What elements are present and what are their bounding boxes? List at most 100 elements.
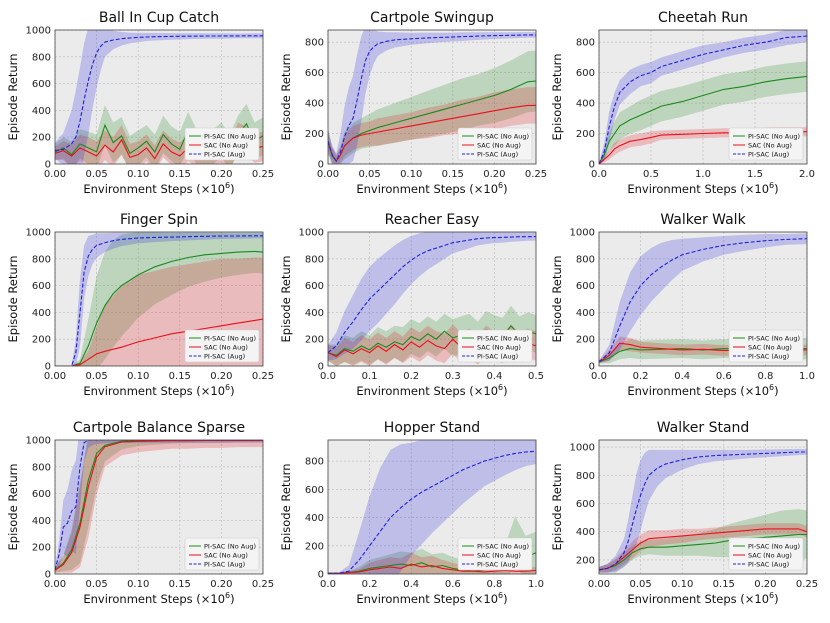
series-line-3 (599, 238, 807, 363)
series-band-3 (328, 232, 536, 361)
x-tick-label: 2.0 (799, 169, 815, 180)
x-tick-label: 0.00 (44, 371, 66, 382)
panel-4: 0.00 0.05 0.10 0.15 0.20 0.25 0 200 400 600 800 100… (6, 212, 274, 398)
x-tick-label: 1.5 (747, 169, 763, 180)
legend-label-3: PI-SAC (Aug) (748, 352, 789, 360)
x-axis-label-exponent: 6 (225, 591, 230, 600)
y-tick-label: 600 (305, 485, 324, 496)
x-tick-label: 0.0 (320, 579, 336, 590)
series-line-3 (599, 35, 807, 164)
x-tick-label: 0.8 (486, 579, 502, 590)
legend-label-1: PI-SAC (No Aug) (204, 334, 256, 342)
x-axis-label-exponent: 6 (225, 383, 230, 392)
x-axis-label-text: Environment Steps (×10 (627, 182, 769, 196)
x-axis-label-text: Environment Steps (×10 (356, 182, 498, 196)
y-tick-label: 1000 (299, 228, 324, 239)
series-line-3 (328, 34, 536, 163)
y-tick-label: 400 (32, 516, 51, 527)
x-axis-label-exponent: 6 (225, 181, 230, 190)
legend-label-3: PI-SAC (Aug) (204, 560, 245, 568)
x-tick-label: 0.10 (127, 579, 149, 590)
series-line-2 (599, 528, 807, 571)
y-tick-label: 1000 (570, 228, 595, 239)
y-tick-label: 0 (318, 160, 324, 171)
series-band-1 (328, 516, 536, 574)
panel-9: 0.00 0.05 0.10 0.15 0.20 0.25 200 400 600 800 1000… (550, 420, 818, 606)
x-tick-label: 0.25 (525, 169, 547, 180)
x-tick-label: 0.20 (210, 371, 232, 382)
x-tick-label: 0.8 (757, 371, 773, 382)
legend-label-3: PI-SAC (Aug) (477, 352, 518, 360)
series-band-3 (599, 233, 807, 364)
x-tick-label: 0.00 (44, 169, 66, 180)
x-tick-label: 0.25 (252, 579, 274, 590)
series-line-3 (328, 450, 536, 574)
x-axis-label-text: Environment Steps (×10 (83, 384, 225, 398)
x-axis-label-text: Environment Steps (×10 (356, 592, 498, 606)
x-axis-label-text: Environment Steps (×10 (83, 182, 225, 196)
y-tick-label: 800 (32, 254, 51, 265)
x-tick-label: 0.3 (445, 371, 461, 382)
legend-label-3: PI-SAC (Aug) (477, 150, 518, 158)
plot-frame (54, 231, 264, 367)
x-axis-label-close: ) (774, 592, 779, 606)
y-tick-label: 800 (305, 38, 324, 49)
y-tick-label: 800 (32, 462, 51, 473)
y-tick-label: 200 (32, 133, 51, 144)
x-tick-label: 0.0 (591, 371, 607, 382)
x-tick-label: 1.0 (799, 371, 815, 382)
legend-box (728, 537, 804, 571)
legend-label-2: SAC (No Aug) (477, 141, 521, 149)
series-line-2 (328, 563, 536, 574)
y-tick-label: 800 (305, 457, 324, 468)
y-tick-label: 0 (45, 570, 51, 581)
x-axis-label: Environment Steps (×106) (627, 383, 778, 398)
y-tick-label: 600 (32, 281, 51, 292)
series-line-2 (55, 318, 263, 366)
x-axis-label: Environment Steps (×106) (356, 383, 507, 398)
y-tick-label: 200 (32, 335, 51, 346)
x-axis-label: Environment Steps (×106) (83, 181, 234, 196)
x-tick-label: 0.10 (400, 169, 422, 180)
y-axis-label: Episode Return (279, 464, 293, 551)
y-tick-label: 200 (305, 335, 324, 346)
plot-frame (327, 439, 537, 575)
legend-box (457, 329, 533, 363)
x-axis-label-text: Environment Steps (×10 (627, 384, 769, 398)
legend-box (184, 127, 260, 161)
series-band-1 (328, 50, 536, 164)
y-axis-label: Episode Return (6, 54, 20, 141)
series-line-1 (599, 75, 807, 164)
x-tick-label: 0.20 (483, 169, 505, 180)
panel-title: Hopper Stand (384, 420, 480, 436)
y-tick-label: 1000 (570, 443, 595, 454)
plot-frame (54, 439, 264, 575)
x-axis-label-text: Environment Steps (×10 (627, 592, 769, 606)
series-line-3 (328, 236, 536, 354)
legend-label-2: SAC (No Aug) (204, 551, 248, 559)
series-band-1 (599, 61, 807, 164)
x-tick-label: 0.15 (169, 579, 191, 590)
y-tick-label: 0 (45, 160, 51, 171)
x-tick-label: 0.15 (442, 169, 464, 180)
x-tick-label: 0.00 (44, 579, 66, 590)
panel-title: Walker Walk (660, 212, 746, 228)
x-tick-label: 0.05 (85, 371, 107, 382)
y-axis-label: Episode Return (279, 54, 293, 141)
panel-2: 0.00 0.05 0.10 0.15 0.20 0.25 0 200 400 600 800 PI-… (279, 10, 547, 196)
series-band-3 (55, 30, 263, 164)
panel-6: 0.0 0.2 0.4 0.6 0.8 1.0 0 200 400 600 800 1000 PI-SA… (550, 212, 815, 398)
x-axis-label-close: ) (774, 384, 779, 398)
y-tick-label: 200 (576, 335, 595, 346)
x-axis-label: Environment Steps (×106) (627, 181, 778, 196)
legend-label-3: PI-SAC (Aug) (748, 560, 789, 568)
legend-box (184, 537, 260, 571)
panel-title: Reacher Easy (385, 212, 480, 228)
y-tick-label: 600 (305, 68, 324, 79)
series-band-3 (328, 440, 536, 574)
x-tick-label: 0.05 (358, 169, 380, 180)
y-tick-label: 400 (305, 513, 324, 524)
x-axis-label: Environment Steps (×106) (356, 181, 507, 196)
panel-7: 0.00 0.05 0.10 0.15 0.20 0.25 0 200 400 600 800 100… (6, 420, 274, 606)
